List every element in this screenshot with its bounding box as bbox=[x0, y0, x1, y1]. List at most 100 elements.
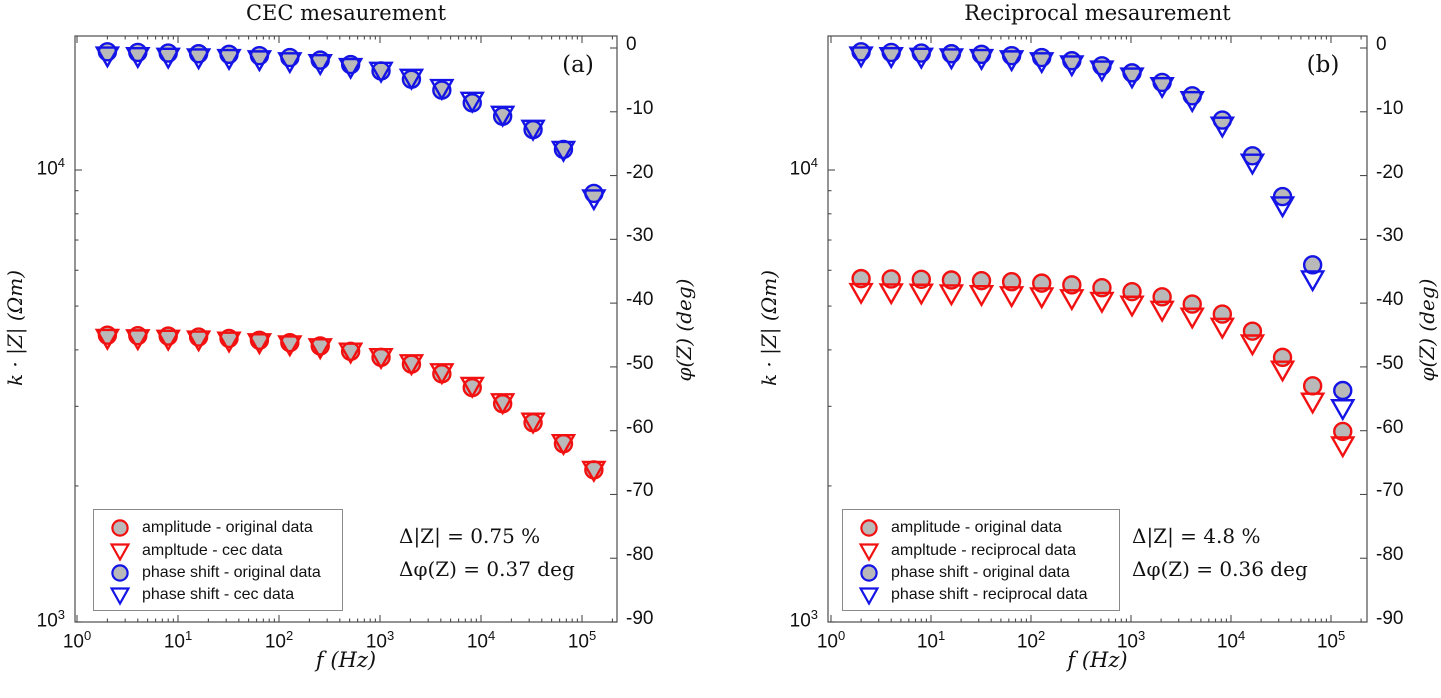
marker-triangle-down bbox=[1330, 399, 1356, 422]
marker-triangle-down bbox=[368, 347, 394, 371]
panel-a-plot bbox=[74, 35, 618, 623]
marker-triangle-down bbox=[246, 50, 273, 73]
marker-triangle-down bbox=[1269, 360, 1296, 383]
delta-phase-text: Δφ(Z) = 0.36 deg bbox=[1132, 557, 1308, 581]
y-right-tick-label: -60 bbox=[626, 416, 654, 438]
y-left-tick-label: 104 bbox=[789, 155, 818, 180]
legend-circle-icon bbox=[111, 519, 129, 537]
x-tick-label: 105 bbox=[567, 628, 597, 653]
marker-triangle-down bbox=[908, 283, 934, 306]
legend-item: phase shift - original data bbox=[856, 562, 1115, 584]
panel-a-legend: amplitude - original data ampltude - cec … bbox=[93, 509, 343, 611]
marker-triangle-down bbox=[398, 68, 425, 91]
marker-circle bbox=[1182, 294, 1202, 314]
axes-box bbox=[74, 35, 618, 623]
panel-a-title: CEC mesaurement bbox=[245, 1, 447, 25]
marker-circle bbox=[971, 270, 992, 291]
x-tick-label: 102 bbox=[1016, 628, 1046, 653]
axes-box bbox=[827, 35, 1368, 623]
marker-triangle-down bbox=[1149, 76, 1175, 100]
marker-triangle-down bbox=[277, 52, 303, 75]
marker-triangle-down bbox=[1330, 436, 1356, 459]
marker-circle bbox=[1302, 255, 1323, 275]
marker-triangle-down bbox=[368, 61, 394, 84]
legend-item: amplitude - original data bbox=[107, 517, 338, 539]
y-right-tick-label: -80 bbox=[1376, 544, 1404, 566]
y-right-tick-label: -90 bbox=[626, 608, 654, 630]
marker-triangle-down bbox=[908, 47, 934, 70]
marker-triangle-down bbox=[216, 48, 242, 72]
marker-triangle-down bbox=[1059, 289, 1085, 312]
panel-b-letter: (b) bbox=[1306, 52, 1340, 78]
marker-triangle-down bbox=[1089, 291, 1115, 314]
marker-triangle-down bbox=[459, 91, 485, 114]
series-phase-shift-cec-data bbox=[94, 46, 607, 212]
marker-circle bbox=[941, 270, 962, 290]
marker-triangle-down bbox=[878, 283, 904, 306]
marker-triangle-down bbox=[155, 329, 181, 352]
x-tick-label: 101 bbox=[163, 628, 193, 653]
y-right-tick-label: -40 bbox=[1376, 289, 1404, 311]
panel-b-title: Reciprocal mesaurement bbox=[964, 1, 1231, 25]
marker-triangle-down bbox=[878, 46, 904, 70]
marker-triangle-down bbox=[1269, 196, 1296, 219]
marker-triangle-down bbox=[1179, 90, 1205, 114]
marker-triangle-down bbox=[185, 330, 212, 353]
delta-amplitude-text: Δ|Z| = 4.8 % bbox=[1132, 524, 1261, 548]
y-right-tick-label: -20 bbox=[1376, 161, 1404, 183]
marker-triangle-down bbox=[550, 140, 577, 163]
marker-triangle-down bbox=[1149, 300, 1175, 323]
x-tick-label: 100 bbox=[816, 628, 846, 653]
marker-triangle-down bbox=[1209, 116, 1236, 139]
y-right-tick-label: 0 bbox=[626, 34, 637, 55]
y-right-tick-label: -70 bbox=[626, 480, 654, 502]
marker-triangle-down bbox=[337, 342, 364, 365]
marker-circle bbox=[1242, 321, 1263, 341]
marker-triangle-down bbox=[1179, 307, 1205, 330]
marker-triangle-down bbox=[968, 285, 995, 308]
marker-triangle-down bbox=[307, 53, 333, 77]
marker-triangle-down bbox=[246, 333, 273, 356]
marker-triangle-down bbox=[1029, 287, 1055, 310]
legend-item: ampltude - cec data bbox=[107, 539, 338, 562]
panel-b-plot bbox=[827, 35, 1368, 623]
legend-triangle-icon bbox=[858, 542, 880, 562]
marker-triangle-down bbox=[459, 376, 485, 399]
marker-triangle-down bbox=[125, 329, 151, 352]
legend-triangle-icon bbox=[109, 542, 131, 562]
panel-b-x-axis-label: f (Hz) bbox=[1067, 648, 1128, 672]
legend-item-label: amplitude - original data bbox=[891, 519, 1062, 537]
y-left-tick-label: 104 bbox=[36, 155, 65, 180]
legend-circle-icon bbox=[860, 564, 878, 582]
marker-triangle-down bbox=[1299, 392, 1326, 415]
legend-item: phase shift - reciprocal data bbox=[856, 584, 1115, 607]
marker-triangle-down bbox=[938, 48, 965, 71]
marker-triangle-down bbox=[125, 46, 151, 70]
y-right-tick-label: -60 bbox=[1376, 416, 1404, 438]
marker-triangle-down bbox=[1059, 55, 1085, 78]
marker-triangle-down bbox=[489, 105, 516, 128]
panel-b-left-y-axis-label: k · |Z| (Ωm) bbox=[757, 269, 781, 387]
panel-b-legend: amplitude - original data ampltude - reci… bbox=[842, 509, 1120, 611]
legend-item-label: ampltude - cec data bbox=[142, 541, 283, 559]
marker-triangle-down bbox=[1119, 67, 1145, 90]
legend-item-label: phase shift - cec data bbox=[142, 586, 295, 604]
series-phase-shift-original-data bbox=[97, 42, 604, 204]
marker-triangle-down bbox=[848, 46, 874, 69]
marker-triangle-down bbox=[520, 119, 546, 142]
y-right-tick-label: -10 bbox=[1376, 97, 1404, 119]
panel-b-delta-annotation: Δ|Z| = 4.8 % Δφ(Z) = 0.36 deg bbox=[1132, 524, 1308, 590]
x-tick-label: 103 bbox=[365, 628, 395, 653]
marker-triangle-down bbox=[998, 50, 1025, 73]
delta-amplitude-text: Δ|Z| = 0.75 % bbox=[399, 524, 541, 548]
marker-triangle-down bbox=[550, 433, 577, 457]
legend-item: amplitude - original data bbox=[856, 517, 1115, 539]
marker-circle bbox=[1001, 272, 1022, 292]
legend-item-label: phase shift - original data bbox=[891, 563, 1070, 581]
y-right-tick-label: -40 bbox=[626, 289, 654, 311]
y-right-tick-label: -70 bbox=[1376, 480, 1404, 502]
marker-triangle-down bbox=[216, 331, 242, 354]
y-right-tick-label: -20 bbox=[626, 161, 654, 183]
